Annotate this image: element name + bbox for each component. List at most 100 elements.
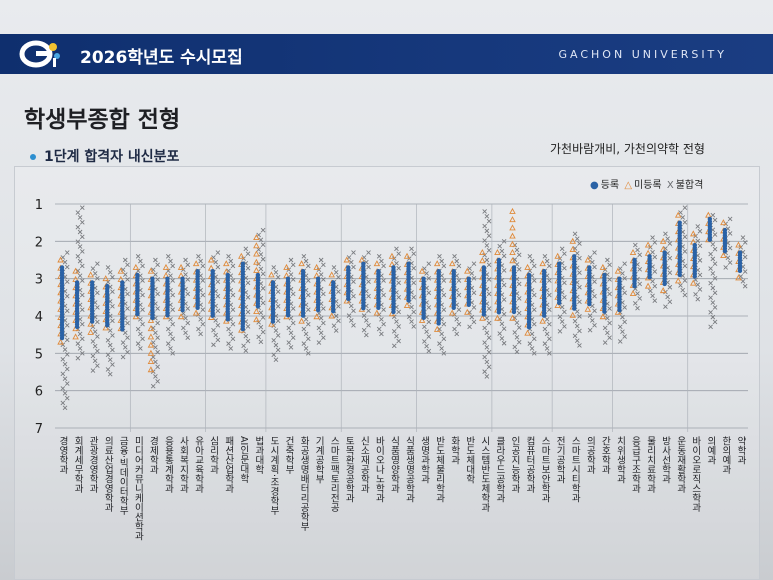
rejected-point (678, 283, 683, 288)
rejected-point (665, 236, 670, 242)
not-registered-point (494, 314, 501, 321)
registered-points (466, 276, 471, 307)
rejected-point (288, 330, 294, 336)
rejected-point (77, 258, 83, 264)
y-tick-label: 1 (35, 198, 43, 213)
rejected-point (64, 308, 70, 314)
rejected-point (577, 328, 582, 334)
rejected-point (135, 253, 141, 259)
rejected-point (336, 318, 341, 324)
rejected-point (170, 321, 176, 327)
rejected-point (632, 300, 638, 306)
registered-points (285, 276, 291, 318)
rejected-point (260, 300, 266, 306)
rejected-point (482, 325, 487, 331)
registered-point (255, 304, 261, 309)
rejected-point (170, 351, 176, 356)
rejected-point (215, 279, 221, 284)
registered-points (707, 216, 713, 243)
rejected-point (125, 262, 130, 268)
rejected-point (587, 313, 593, 318)
registered-point (602, 309, 607, 314)
rejected-point (452, 253, 457, 259)
registered-point (406, 298, 411, 303)
rejected-point (107, 371, 113, 377)
rejected-point (486, 291, 492, 297)
rejected-point (486, 262, 492, 268)
rejected-point (155, 320, 160, 326)
registered-point (647, 274, 652, 280)
registered-point (285, 313, 291, 318)
x-category-label: 의료산업경영학과 (102, 436, 113, 513)
not-registered-point (509, 257, 516, 264)
rejected-point (712, 290, 718, 296)
rejected-point (411, 265, 417, 271)
rejected-point (351, 323, 356, 328)
rejected-point (185, 262, 191, 268)
registered-point (59, 335, 65, 341)
rejected-point (426, 348, 432, 354)
x-category-label: 화공생명배터리공학부 (298, 436, 309, 532)
rejected-point (620, 314, 625, 320)
rejected-point (695, 282, 701, 287)
rejected-point (90, 324, 96, 330)
rejected-point (260, 227, 266, 233)
rejected-point (95, 319, 100, 325)
page-title: 학생부종합 전형 (24, 107, 181, 133)
registered-points (556, 261, 562, 306)
rejected-point (663, 231, 668, 237)
rejected-point (663, 304, 668, 309)
rejected-point (245, 265, 251, 271)
legend-label-not-registered: 미등록 (634, 180, 662, 191)
registered-point (572, 306, 577, 311)
rejected-point (170, 336, 176, 342)
rejected-point (486, 233, 492, 239)
registered-points (315, 276, 321, 313)
rejected-point (396, 295, 401, 300)
rejected-point (572, 246, 578, 251)
rejected-point (215, 323, 221, 328)
rejected-point (245, 324, 251, 329)
rejected-point (125, 335, 130, 340)
rejected-point (305, 292, 311, 298)
rejected-point (275, 274, 281, 280)
rejected-point (140, 263, 145, 269)
rejected-point (79, 205, 85, 211)
registered-points (255, 272, 261, 309)
rejected-point (105, 265, 111, 270)
rejected-point (482, 354, 487, 360)
rejected-point (527, 253, 533, 259)
rejected-point (153, 359, 158, 365)
rejected-point (482, 252, 487, 258)
x-category-label: 유아교육학과 (193, 436, 204, 494)
rejected-point (105, 367, 111, 372)
rejected-point (258, 324, 264, 330)
rejected-point (155, 349, 160, 355)
rejected-point (547, 278, 552, 283)
rejected-point (712, 305, 718, 310)
registered-point (105, 323, 110, 328)
rejected-point (617, 324, 623, 330)
rejected-point (637, 252, 643, 258)
rejected-point (79, 249, 85, 254)
x-category-label: 식품생명공학과 (404, 436, 415, 503)
registered-points (74, 280, 80, 330)
rejected-point (693, 292, 698, 297)
rejected-point (258, 237, 264, 243)
rejected-point (574, 323, 580, 329)
rejected-point (331, 265, 337, 270)
x-category-label: 패션산업학과 (223, 436, 234, 494)
not-registered-point (298, 260, 305, 267)
rejected-point (165, 341, 171, 346)
rejected-point (486, 335, 492, 340)
rejected-point (542, 253, 548, 259)
rejected-point (542, 326, 548, 332)
rejected-point (79, 234, 85, 240)
registered-point (210, 313, 215, 318)
rejected-point (650, 278, 655, 284)
rejected-point (379, 317, 384, 322)
y-tick-label: 2 (35, 235, 43, 250)
rejected-point (303, 346, 309, 351)
rejected-point (230, 278, 236, 283)
rejected-point (346, 313, 352, 318)
